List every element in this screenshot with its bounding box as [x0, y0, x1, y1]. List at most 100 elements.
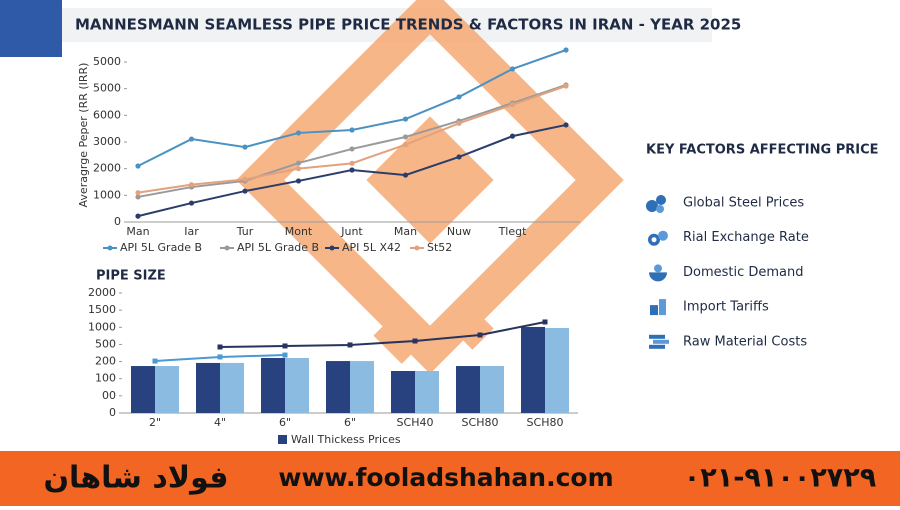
marker	[295, 130, 302, 136]
factor-label: Domestic Demand	[683, 265, 804, 280]
marker	[509, 66, 516, 72]
x-tick-label: Man	[126, 225, 149, 238]
legend-label: API 5L Grade B	[237, 241, 319, 254]
factor-label: Import Tariffs	[683, 300, 769, 315]
x-tick-label: 6"	[279, 416, 291, 429]
y-tick-label: 3000	[93, 135, 121, 148]
icon	[659, 299, 666, 316]
marker	[477, 332, 483, 338]
marker	[295, 178, 302, 184]
x-tick-label: Nuw	[447, 225, 471, 238]
marker	[188, 182, 195, 188]
x-tick-label: 4"	[214, 416, 226, 429]
y-tick-label: 200	[95, 355, 116, 368]
icon	[649, 272, 667, 282]
marker	[456, 94, 462, 100]
x-tick-label: Man	[394, 225, 417, 238]
marker	[188, 136, 195, 142]
marker	[242, 188, 248, 194]
bar	[261, 357, 285, 413]
x-tick-label: Iar	[184, 225, 199, 238]
legend-label: Wall Thickess Prices	[291, 433, 401, 446]
bar	[415, 371, 439, 413]
factor-label: Raw Material Costs	[683, 334, 807, 349]
icon	[651, 237, 657, 243]
marker	[282, 343, 288, 349]
marker	[135, 194, 141, 200]
marker	[295, 160, 302, 166]
icon	[654, 264, 662, 273]
y-tick-label: 1000	[88, 320, 116, 333]
x-tick-label: Junt	[340, 225, 363, 238]
icon	[649, 344, 665, 349]
y-tick-label: 0	[114, 215, 121, 228]
x-tick-label: Tlegt	[498, 225, 528, 238]
y-tick-label: 1000	[93, 188, 121, 201]
bar	[480, 366, 504, 413]
marker	[349, 127, 355, 133]
y-tick-label: 500	[95, 337, 116, 350]
marker	[563, 47, 569, 53]
marker	[282, 352, 288, 358]
y-tick-label: 2000	[93, 162, 121, 175]
marker	[402, 116, 409, 122]
bar	[326, 361, 350, 413]
marker	[563, 83, 569, 89]
bar	[456, 366, 480, 413]
footer	[0, 451, 900, 506]
brand: فولاد شاهان	[43, 461, 228, 496]
marker	[242, 144, 248, 150]
y-tick-label: 5000	[93, 82, 121, 95]
marker	[412, 338, 418, 344]
marker	[242, 176, 248, 182]
y-tick-label: 00	[102, 389, 116, 402]
x-tick-label: SCH80	[462, 416, 499, 429]
bar	[131, 366, 155, 413]
legend-swatch	[107, 245, 113, 251]
marker	[188, 200, 195, 206]
x-tick-label: SCH80	[527, 416, 564, 429]
y-tick-label: 0	[109, 406, 116, 419]
corner-block	[0, 0, 62, 57]
icon	[658, 230, 668, 241]
marker	[152, 358, 158, 364]
marker	[402, 172, 409, 178]
marker	[542, 319, 548, 325]
marker	[349, 146, 355, 152]
bar	[521, 326, 545, 413]
marker	[217, 344, 223, 350]
legend-label: St52	[427, 241, 452, 254]
marker	[295, 166, 302, 172]
chart-title: PIPE SIZE	[96, 269, 166, 284]
phone: ۰۲۱-۹۱۰۰۲۷۲۹	[684, 463, 876, 494]
factor-label: Global Steel Prices	[683, 196, 804, 211]
legend-label: API 5L X42	[342, 241, 401, 254]
icon	[646, 200, 658, 212]
bar	[155, 366, 179, 413]
y-tick-label: 5000	[93, 55, 121, 68]
marker	[509, 133, 516, 139]
marker	[135, 190, 141, 196]
marker	[456, 154, 462, 160]
marker	[349, 167, 355, 173]
marker	[402, 134, 409, 140]
line	[219, 320, 546, 348]
marker	[217, 354, 223, 360]
y-axis-label: Averagrge Peper (RR (IRR)	[77, 63, 90, 208]
legend-swatch	[329, 245, 335, 251]
marker	[347, 342, 353, 348]
marker	[563, 122, 569, 128]
bar	[196, 362, 220, 413]
icon	[656, 195, 666, 205]
factor-label: Rial Exchange Rate	[683, 230, 809, 245]
icon	[650, 305, 658, 316]
x-tick-label: Tur	[236, 225, 254, 238]
website: www.fooladshahan.com	[278, 463, 613, 492]
legend-swatch	[224, 245, 230, 251]
icon	[649, 334, 665, 339]
marker	[402, 142, 409, 148]
y-tick-label: 1500	[88, 303, 116, 316]
x-tick-label: 6"	[344, 416, 356, 429]
